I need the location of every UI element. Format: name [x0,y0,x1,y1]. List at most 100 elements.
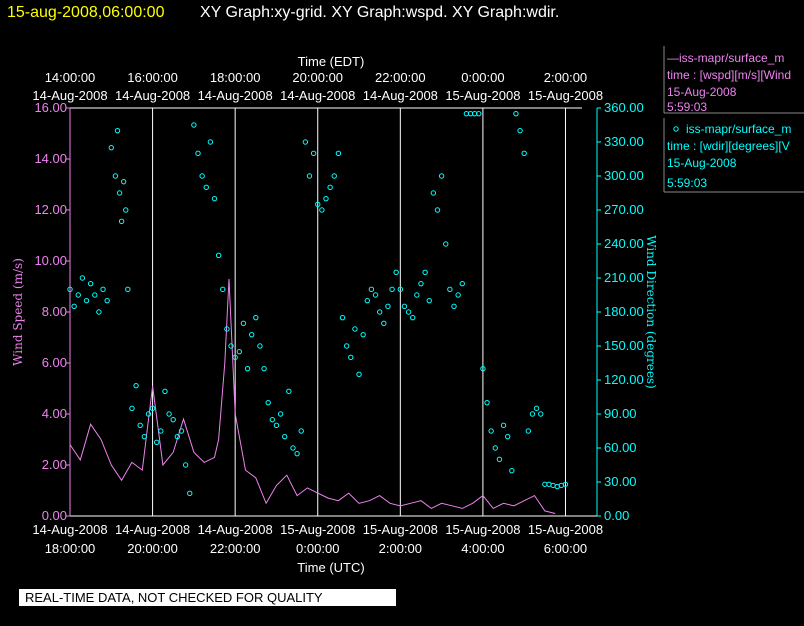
top-tick-label: 0:00:00 [461,70,504,85]
wdir-point [182,462,189,468]
top-axis-label: Time (EDT) [298,54,365,69]
wdir-point [187,490,193,497]
right-tick-label: 240.00 [604,236,644,251]
wdir-point [108,144,114,151]
wdir-point [319,207,325,213]
wdir-point [133,382,139,389]
wdir-point [228,343,234,349]
wdir-point [306,173,313,179]
left-axis-label: Wind Speed (m/s) [11,258,25,366]
wdir-point [166,411,172,417]
wdir-point [323,195,329,202]
top-tick-label: 15-Aug-2008 [445,88,520,103]
wdir-point [141,433,148,440]
wdir-point [348,354,354,361]
wdir-point [397,286,404,293]
wdir-point [517,127,523,134]
bottom-tick-label: 14-Aug-2008 [32,522,107,537]
wdir-point [116,190,123,196]
wdir-point [290,445,296,451]
top-tick-label: 14-Aug-2008 [115,88,190,103]
wdir-point [401,303,408,310]
wdir-point [100,286,106,293]
wdir-point [232,354,238,361]
legend-wspd-line4: 5:59:03 [667,100,707,114]
wdir-point [240,320,247,327]
axes-ticks: 0.00 2.00 4.00 6.00 8.00 10.00 12.00 14.00 16.00… [32,70,643,556]
wdir-point [389,286,395,293]
wdir-point [118,218,125,225]
top-tick-label: 15-Aug-2008 [528,88,603,103]
top-tick-label: 16:00:00 [127,70,178,85]
wdir-point [343,343,350,349]
wdir-point [67,286,73,293]
wdir-point [410,314,416,321]
left-tick-label: 4.00 [42,406,67,421]
wdir-point [257,343,263,349]
wdir-point [393,269,399,276]
wdir-point [178,428,185,434]
wdir-point [174,433,181,440]
wdir-point [87,280,94,287]
bottom-tick-label: 15-Aug-2008 [363,522,438,537]
left-tick-label: 10.00 [34,253,67,268]
wdir-point [315,201,321,208]
wdir-point [414,292,420,298]
wdir-point [215,252,222,259]
wdir-point [92,292,98,298]
wdir-point [385,303,391,310]
wdir-point [451,303,457,310]
top-tick-label: 14-Aug-2008 [32,88,107,103]
wdir-point [282,433,288,440]
legend-wspd-line2: time : [wspd][m/s][Wind [667,68,791,82]
wdir-point [125,286,131,293]
bottom-axis-label: Time (UTC) [297,560,364,575]
wdir-point [335,150,342,157]
legend-wdir-line2: time : [wdir][degrees][V [667,139,790,153]
right-tick-label: 300.00 [604,168,644,183]
wdir-point [96,309,102,315]
bottom-tick-label: 22:00:00 [210,541,261,556]
left-tick-label: 14.00 [34,151,67,166]
wdir-point [352,326,358,332]
top-tick-label: 22:00:00 [375,70,426,85]
wdir-point [496,456,503,463]
wdir-point [492,445,498,451]
bottom-tick-label: 15-Aug-2008 [280,522,355,537]
wdir-point [269,416,276,423]
wdir-point [418,280,424,287]
wdir-point [562,481,569,487]
legend-wspd: —iss-mapr/surface_m time : [wspd][m/s][W… [663,46,804,114]
wdir-series [67,110,569,497]
wdir-point [220,286,226,293]
wdir-point [405,309,412,315]
wdir-point [331,173,337,179]
legend-wdir-marker [673,126,679,132]
title-datetime: 15-aug-2008,06:00:00 [7,4,165,21]
wdir-point [372,292,379,298]
left-tick-label: 8.00 [42,304,67,319]
left-tick-label: 16.00 [34,100,67,115]
grid-lines [152,108,566,516]
wdir-point [521,150,527,157]
bottom-tick-label: 20:00:00 [127,541,178,556]
right-tick-label: 330.00 [604,134,644,149]
right-tick-label: 120.00 [604,372,644,387]
wdir-point [327,184,333,191]
wdir-point [236,348,242,355]
wdir-point [224,326,230,332]
bottom-tick-label: 2:00:00 [379,541,422,556]
wdir-point [114,127,121,134]
wdir-point [120,178,127,185]
legend-wdir-line4: 5:59:03 [667,176,707,190]
legend-wspd-line1: —iss-mapr/surface_m [667,51,784,65]
right-tick-label: 60.00 [604,440,637,455]
bottom-tick-label: 4:00:00 [461,541,504,556]
bottom-tick-label: 0:00:00 [296,541,339,556]
wdir-point [154,439,160,446]
wdir-point [158,428,164,434]
wdir-point [211,195,218,202]
wdir-point [244,365,251,372]
wdir-point [79,275,86,281]
wdir-point [265,399,271,406]
